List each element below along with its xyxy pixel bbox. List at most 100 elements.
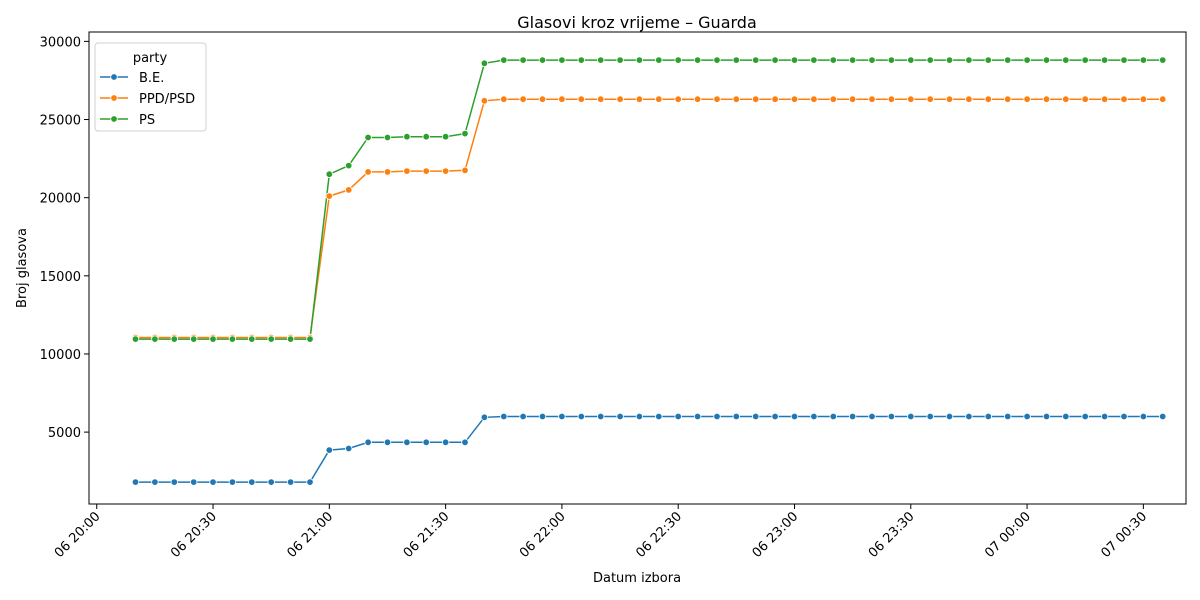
data-point-ppd-psd [1139, 95, 1148, 103]
data-point-ps [1081, 56, 1089, 64]
data-point-ps [558, 56, 566, 64]
data-point-b-e [1100, 412, 1109, 421]
data-point-b-e [189, 478, 198, 486]
data-point-ppd-psd [1023, 95, 1031, 103]
y-tick-label: 20000 [40, 192, 81, 207]
data-point-ppd-psd [1100, 95, 1109, 103]
data-point-ppd-psd [422, 167, 430, 175]
data-point-ps [1062, 56, 1070, 64]
data-point-ps [616, 56, 624, 64]
data-point-b-e [286, 478, 295, 486]
data-point-ps [790, 56, 799, 64]
data-point-ps [228, 335, 237, 343]
data-point-ppd-psd [713, 95, 721, 103]
x-axis-title: Datum izbora [593, 571, 681, 586]
data-point-ppd-psd [907, 95, 915, 103]
plot-background [89, 32, 1186, 504]
data-point-b-e [655, 412, 663, 421]
data-point-ps [170, 335, 178, 343]
data-point-b-e [945, 412, 954, 421]
data-point-ps [810, 56, 818, 64]
legend-title: party [133, 51, 168, 66]
x-tick-label: 06 21:00 [284, 509, 336, 561]
legend-label-ps: PS [139, 113, 155, 128]
data-point-ps [441, 132, 450, 141]
data-point-b-e [635, 412, 644, 421]
data-point-ppd-psd [1062, 95, 1070, 103]
data-point-ppd-psd [1004, 95, 1012, 103]
data-point-ps [868, 56, 876, 64]
legend-marker-ps [110, 115, 118, 123]
data-point-ps [945, 56, 954, 64]
y-tick-label: 25000 [40, 114, 81, 129]
x-tick-label: 06 21:30 [401, 509, 453, 561]
data-point-ppd-psd [558, 95, 566, 103]
data-point-b-e [1120, 412, 1128, 421]
legend-label-ppd-psd: PPD/PSD [139, 92, 195, 107]
y-tick-label: 5000 [48, 426, 81, 441]
data-point-ppd-psd [984, 95, 992, 103]
data-point-ps [306, 335, 314, 343]
data-point-ps [364, 133, 372, 142]
data-point-b-e [364, 438, 372, 446]
data-point-b-e [829, 412, 837, 421]
x-tick-label: 06 23:00 [750, 509, 802, 561]
data-point-ps [1023, 56, 1031, 64]
data-point-ps [500, 56, 508, 64]
data-point-ppd-psd [461, 166, 469, 174]
data-point-ppd-psd [1158, 95, 1167, 103]
data-point-ppd-psd [345, 186, 353, 194]
data-point-b-e [1158, 412, 1167, 421]
data-point-ps [422, 132, 430, 141]
data-point-b-e [1004, 412, 1012, 421]
x-tick-label: 06 23:30 [866, 509, 918, 561]
data-point-b-e [151, 478, 159, 486]
data-point-b-e [868, 412, 876, 421]
data-point-ppd-psd [441, 167, 450, 175]
x-tick-label: 07 00:00 [982, 509, 1034, 561]
legend-box [94, 42, 207, 132]
data-point-ps [151, 335, 159, 343]
data-point-b-e [1062, 412, 1070, 421]
data-point-ppd-psd [693, 95, 702, 103]
data-point-ppd-psd [945, 95, 954, 103]
y-tick-label: 10000 [40, 348, 81, 363]
data-point-ppd-psd [790, 95, 799, 103]
data-point-b-e [616, 412, 624, 421]
data-point-ppd-psd [480, 97, 489, 105]
data-point-b-e [771, 412, 779, 421]
data-point-b-e [306, 478, 314, 486]
data-point-ppd-psd [519, 95, 527, 103]
data-point-ppd-psd [500, 95, 508, 103]
data-point-b-e [907, 412, 915, 421]
data-point-ps [267, 335, 275, 343]
data-point-b-e [383, 438, 392, 446]
data-point-b-e [810, 412, 818, 421]
data-point-ppd-psd [1081, 95, 1089, 103]
data-point-ppd-psd [732, 95, 740, 103]
data-point-ps [848, 56, 857, 64]
data-point-ps [674, 56, 682, 64]
data-point-b-e [267, 478, 275, 486]
data-point-b-e [790, 412, 799, 421]
data-point-ps [1004, 56, 1012, 64]
data-point-b-e [480, 413, 489, 421]
legend-marker-ppd-psd [110, 94, 118, 102]
data-point-b-e [674, 412, 682, 421]
legend-marker-b-e [110, 73, 118, 81]
x-axis: 06 20:00 06 20:30 06 21:00 06 21:30 06 22:00… [52, 504, 1150, 561]
data-point-b-e [1139, 412, 1148, 421]
x-tick-label: 06 22:30 [633, 509, 685, 561]
data-point-b-e [693, 412, 702, 421]
data-point-ps [461, 129, 469, 138]
data-point-ps [752, 56, 760, 64]
data-point-ps [577, 56, 585, 64]
data-point-ps [325, 170, 333, 178]
data-point-ps [1042, 56, 1051, 64]
data-point-ppd-psd [887, 95, 896, 103]
data-point-ppd-psd [1042, 95, 1051, 103]
data-point-ppd-psd [655, 95, 663, 103]
data-point-ppd-psd [926, 95, 934, 103]
data-point-ppd-psd [403, 167, 411, 175]
